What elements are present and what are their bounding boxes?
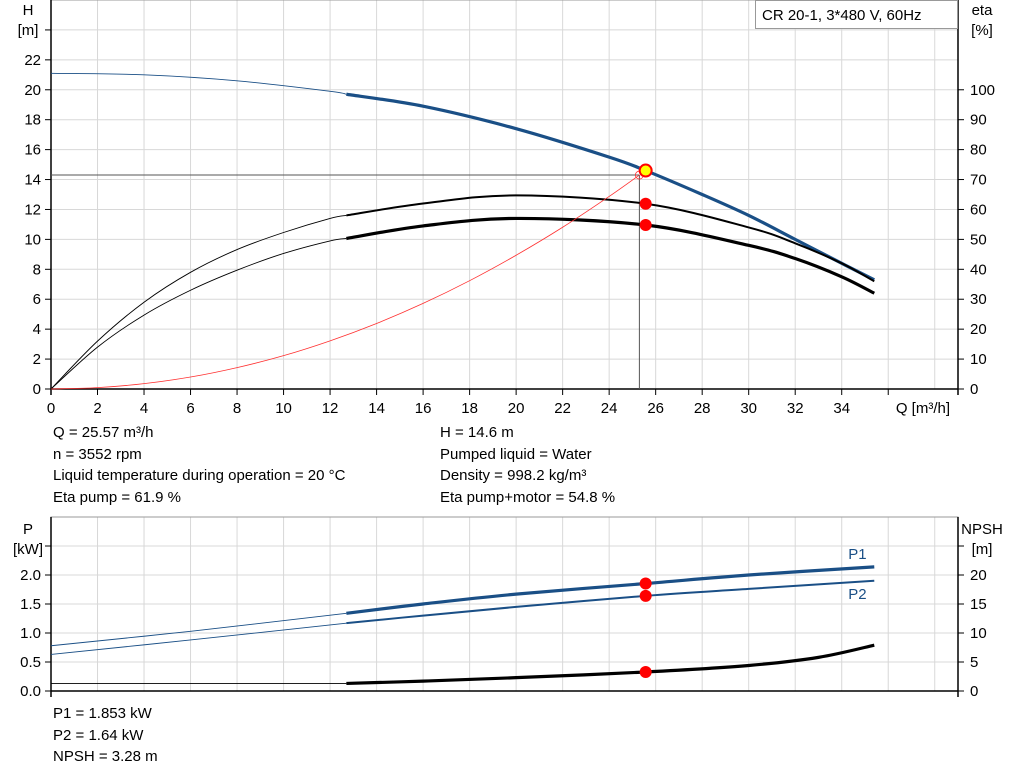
tick-label-left: 14 [24,172,41,189]
y-axis-label-left-unit: [kW] [13,541,43,558]
y-axis-label-left: H [23,2,34,19]
info-head: H = 14.6 m [440,424,514,441]
tick-label-bottom: 24 [601,400,618,417]
y-axis-label-right-unit: [m] [972,541,993,558]
tick-label-bottom: 12 [322,400,339,417]
tick-label-right: 20 [970,321,987,338]
operating-point-marker [639,219,652,232]
tick-label-right: 30 [970,291,987,308]
tick-label-bottom: 8 [233,400,241,417]
tick-label-bottom: 4 [140,400,148,417]
tick-label-bottom: 32 [787,400,804,417]
plot-frame [50,0,959,390]
info-flow: Q = 25.57 m³/h [53,424,154,441]
tick-label-right: 90 [970,112,987,129]
tick-label-right: 10 [970,351,987,368]
operating-point-marker [639,197,652,210]
tick-label-bottom: 14 [368,400,385,417]
info-temperature: Liquid temperature during operation = 20… [53,467,346,485]
info-eta-pump-motor: Eta pump+motor = 54.8 % [440,488,616,506]
series-eta-pump-extended [50,215,347,390]
tick-label-right: 0 [970,381,978,398]
y-axis-label-left-unit: [m] [18,22,39,39]
chart-panel-2: 0.0 0.5 1.0 1.5 2.0 0 5 10 15 20 P [kW] NPSH [m] P1 P2 [13,516,1003,700]
series-P2-extended [50,622,347,655]
y-axis-label-right: NPSH [961,521,1003,538]
series-head-extended [50,72,347,95]
info-density: Density = 998.2 kg/m³ [440,467,587,485]
tick-label-left: 6 [33,291,41,308]
tick-label-left: 20 [24,82,41,99]
series-label-P1: P1 [848,546,866,563]
y-axis-label-left: P [23,521,33,538]
tick-label-right: 10 [970,625,987,642]
tick-label-bottom: 18 [461,400,478,417]
info-npsh: NPSH = 3.28 m [53,748,158,766]
operating-point-marker [639,577,652,590]
series-system-curve [50,174,640,390]
tick-label-left: 1.5 [20,596,41,613]
tick-label-left: 8 [33,261,41,278]
tick-label-bottom: 0 [47,400,55,417]
tick-label-bottom: 2 [93,400,101,417]
tick-label-bottom: 30 [740,400,757,417]
series-label-P2: P2 [848,586,866,603]
tick-label-bottom: 20 [508,400,525,417]
tick-label-right: 70 [970,172,987,189]
tick-label-left: 10 [24,231,41,248]
info-speed: n = 3552 rpm [53,445,142,463]
info-bottom: P1 = 1.853 kW P2 = 1.64 kW NPSH = 3.28 m [53,705,158,770]
info-liquid: Pumped liquid = Water [440,445,592,463]
series-eta-pump-motor [346,216,875,295]
tick-label-left: 12 [24,201,41,218]
tick-label-left: 1.0 [20,625,41,642]
tick-label-left: 0.0 [20,683,41,700]
tick-label-left: 4 [33,321,41,338]
info-p1: P1 = 1.853 kW [53,705,152,722]
tick-label-bottom: 28 [694,400,711,417]
tick-label-bottom: 26 [647,400,664,417]
chart-panel-1: 0246810121416182022010203040506070809010… [18,0,995,417]
info-top-left: Q = 25.57 m³/h n = 3552 rpm Liquid tempe… [53,424,345,510]
tick-label-right: 100 [970,82,995,99]
tick-label-bottom: 6 [186,400,194,417]
y-axis-label-right-unit: [%] [971,22,993,39]
tick-label-left: 2.0 [20,567,41,584]
series-P1-extended [50,612,347,647]
tick-label-right: 20 [970,567,987,584]
info-eta-pump: Eta pump = 61.9 % [53,488,181,506]
tick-label-bottom: 22 [554,400,571,417]
tick-label-left: 16 [24,142,41,159]
series-eta-pump [346,194,875,283]
operating-point-marker [639,589,652,602]
tick-label-right: 0 [970,683,978,700]
info-p2: P2 = 1.64 kW [53,726,144,744]
tick-label-bottom: 10 [275,400,292,417]
tick-label-right: 5 [970,654,978,671]
series-P1 [346,565,875,615]
legend-text: CR 20-1, 3*480 V, 60Hz [762,7,922,24]
series-head [346,92,875,282]
operating-point-marker [639,665,652,678]
x-axis-label: Q [m³/h] [896,400,950,417]
series-eta-pump-motor-extended [50,238,347,390]
tick-label-left: 2 [33,351,41,368]
tick-label-right: 50 [970,231,987,248]
tick-label-right: 15 [970,596,987,613]
tick-label-right: 80 [970,142,987,159]
tick-label-left: 18 [24,112,41,129]
tick-label-bottom: 16 [415,400,432,417]
info-top-right: H = 14.6 m Pumped liquid = Water Density… [440,424,615,510]
series-P2 [346,579,875,625]
tick-label-bottom: 34 [833,400,850,417]
tick-label-left: 0 [33,381,41,398]
tick-label-right: 40 [970,261,987,278]
duty-point-marker [638,163,653,178]
legend-box [755,0,958,29]
tick-label-left: 0.5 [20,654,41,671]
tick-label-right: 60 [970,201,987,218]
y-axis-label-right: eta [972,2,994,19]
tick-label-left: 22 [24,52,41,69]
